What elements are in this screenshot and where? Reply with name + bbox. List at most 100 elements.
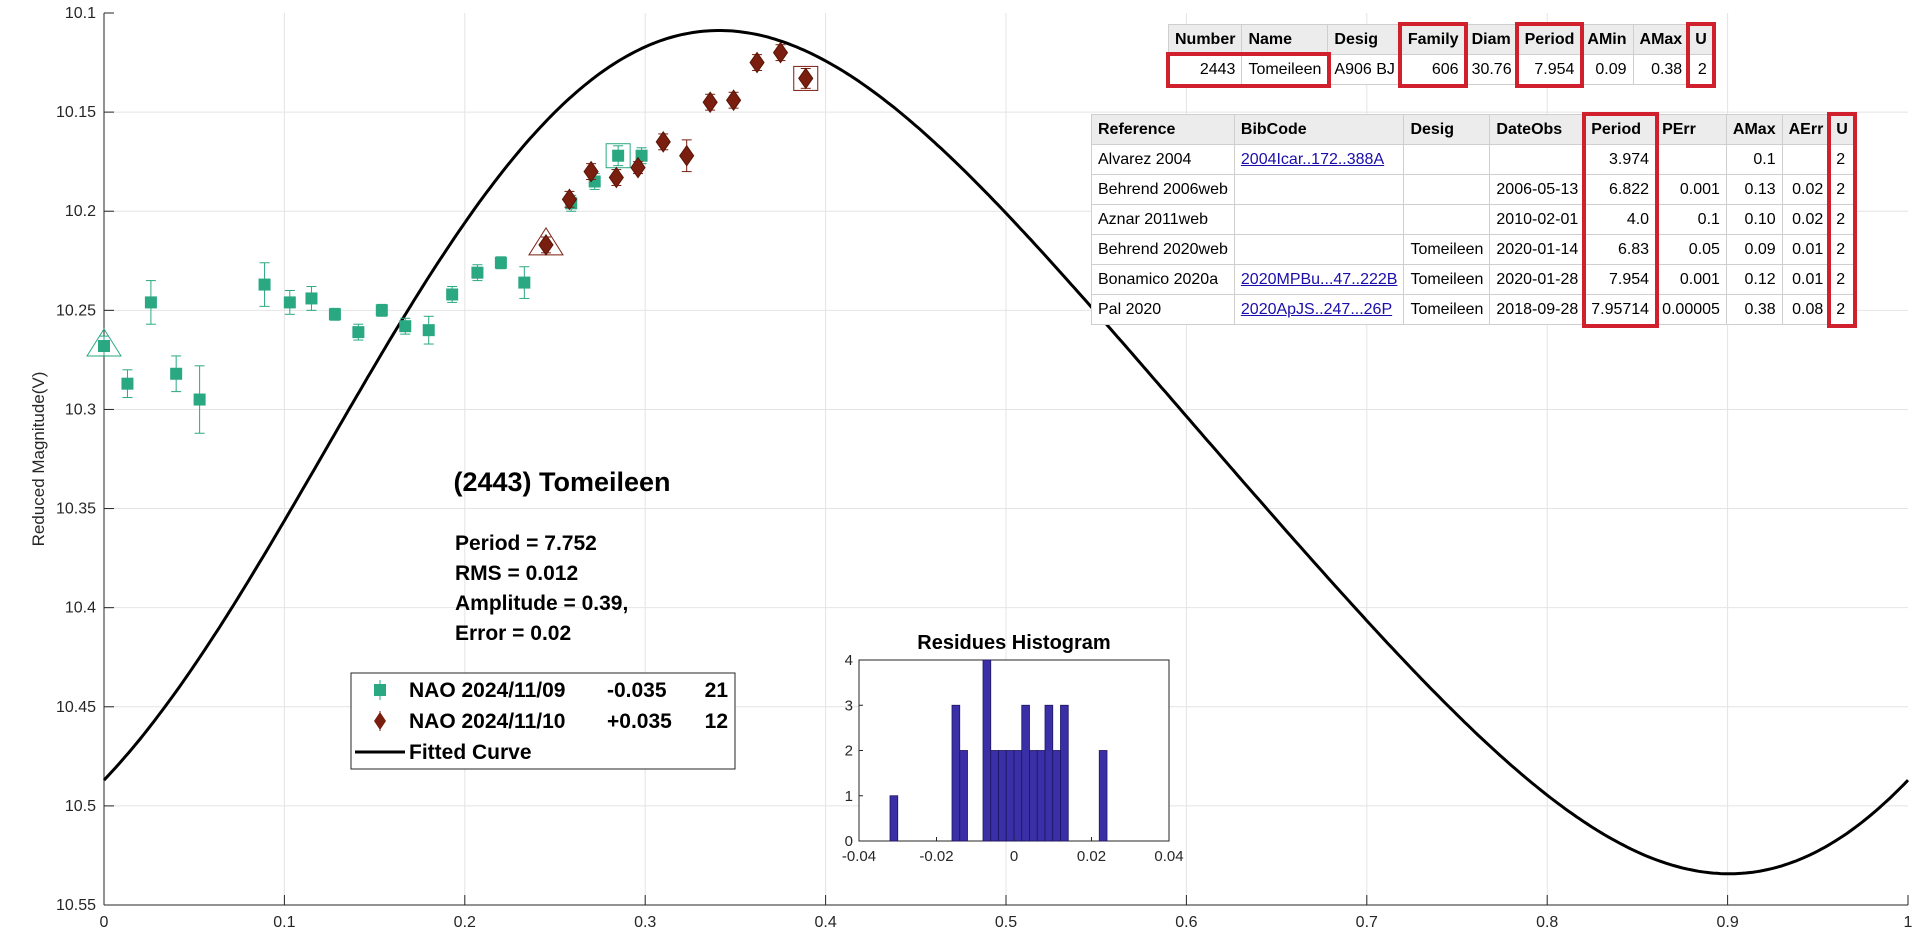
ref-cell-dateobs [1489, 144, 1586, 175]
ref-cell-aerr: 0.02 [1781, 174, 1831, 205]
y-tick-label: 10.55 [56, 897, 96, 914]
summary-col-amax: AMax [1632, 24, 1690, 55]
ref-cell-bibcode[interactable]: 2004Icar..172..388A [1233, 144, 1405, 175]
histogram-bar [959, 750, 968, 842]
reference-row: Bonamico 2020a 2020MPBu...47..222B Tomeile… [1091, 264, 1855, 295]
data-point [121, 377, 134, 390]
ref-cell-perr: 0.001 [1655, 174, 1727, 205]
summary-cell-u: 2 [1688, 54, 1714, 85]
fit-stat: Amplitude = 0.39, [455, 592, 628, 615]
reference-row: Behrend 2020web Tomeileen 2020-01-14 6.83 0.… [1091, 234, 1855, 265]
ref-cell-aerr: 0.08 [1781, 294, 1831, 325]
ref-cell-desig [1403, 204, 1491, 235]
ref-cell-bibcode [1233, 204, 1405, 235]
legend-count: 21 [705, 679, 729, 702]
histogram-bar [1098, 750, 1108, 842]
y-axis-label: Reduced Magnitude(V) [29, 372, 48, 547]
histogram-bar [1044, 704, 1054, 842]
residues-histogram: -0.04 -0.02 0 0.02 0.04 0 1 2 3 4 Residues Histogr… [842, 632, 1184, 865]
fit-stat: Error = 0.02 [455, 622, 571, 645]
ref-cell-reference: Behrend 2020web [1091, 234, 1235, 265]
ref-cell-bibcode[interactable]: 2020ApJS..247...26P [1233, 294, 1405, 325]
ref-cell-dateobs: 2020-01-28 [1489, 264, 1586, 295]
hist-y-tick-label: 4 [845, 652, 853, 669]
ref-cell-desig [1403, 174, 1491, 205]
data-point [749, 51, 765, 74]
ref-cell-bibcode [1233, 174, 1405, 205]
data-point [283, 296, 296, 309]
ref-cell-desig [1403, 144, 1491, 175]
data-point [655, 130, 671, 153]
ref-cell-bibcode[interactable]: 2020MPBu...47..222B [1233, 264, 1405, 295]
legend-offset: -0.035 [607, 679, 667, 702]
summary-cell-amax: 0.38 [1632, 54, 1690, 85]
ref-col-perr: PErr [1655, 114, 1727, 145]
extreme-marker [605, 143, 631, 169]
data-point [399, 320, 412, 333]
chart-title: (2443) Tomeileen [453, 467, 670, 497]
data-point [144, 296, 157, 309]
ref-cell-period: 6.822 [1584, 174, 1657, 205]
extreme-marker [793, 65, 819, 91]
y-tick-label: 10.3 [65, 401, 96, 418]
data-point [446, 288, 459, 301]
histogram-bar [1036, 750, 1046, 842]
y-tick-label: 10.2 [65, 203, 96, 220]
legend-marker [374, 712, 386, 730]
data-point [583, 160, 599, 183]
chart-texts: (2443) Tomeileen Period = 7.752 RMS = 0.01… [453, 467, 670, 645]
histogram-bar [1029, 750, 1038, 842]
ref-cell-bibcode [1233, 234, 1405, 265]
x-tick-label: 0.4 [814, 914, 836, 931]
ref-col-dateobs: DateObs [1489, 114, 1586, 145]
summary-cell-period: 7.954 [1517, 54, 1582, 85]
y-tick-label: 10.15 [56, 104, 96, 121]
ref-cell-amax: 0.13 [1725, 174, 1783, 205]
asteroid-summary-table: Number Name Desig Family Diam Period AMin AMax U… [1167, 24, 1714, 85]
histogram-bar [982, 659, 992, 842]
x-tick-label: 0.5 [995, 914, 1017, 931]
ref-cell-u: 2 [1829, 234, 1855, 265]
histogram-bar [990, 750, 999, 842]
data-point [170, 367, 183, 380]
data-point [608, 166, 624, 189]
summary-col-period: Period [1517, 24, 1582, 55]
x-tick-label: 0.8 [1536, 914, 1558, 931]
ref-cell-u: 2 [1829, 264, 1855, 295]
legend-count: 12 [705, 710, 728, 733]
histogram-bar [1060, 704, 1069, 842]
ref-cell-reference: Pal 2020 [1091, 294, 1235, 325]
x-tick-label: 0.6 [1175, 914, 1197, 931]
data-point [375, 304, 388, 317]
summary-cell-desig: A906 BJ [1327, 54, 1402, 85]
ref-cell-perr: 0.001 [1655, 264, 1727, 295]
ref-cell-dateobs: 2018-09-28 [1489, 294, 1586, 325]
axes: 0 0.1 0.2 0.3 0.4 0.5 0.6 0.7 0.8 0.9 110.110.1510… [29, 5, 1913, 936]
ref-cell-amax: 0.09 [1725, 234, 1783, 265]
data-point [471, 266, 484, 279]
ref-cell-u: 2 [1829, 144, 1855, 175]
summary-col-name: Name [1241, 24, 1329, 55]
ref-cell-aerr [1781, 144, 1831, 175]
data-point [494, 256, 507, 269]
data-point [98, 340, 110, 353]
ref-cell-dateobs: 2010-02-01 [1489, 204, 1586, 235]
summary-col-family: Family [1400, 24, 1466, 55]
summary-cell-name: Tomeileen [1241, 54, 1329, 85]
ref-cell-aerr: 0.01 [1781, 264, 1831, 295]
hist-x-tick-label: 0 [1010, 848, 1018, 865]
histogram-bar [951, 704, 961, 842]
x-tick-label: 0.2 [454, 914, 476, 931]
x-tick-label: 1 [1904, 914, 1913, 931]
data-point [798, 67, 814, 90]
x-tick-label: 0.3 [634, 914, 656, 931]
hist-y-tick-label: 0 [845, 833, 853, 850]
data-point [561, 188, 578, 211]
y-tick-label: 10.4 [65, 600, 96, 617]
ref-cell-desig: Tomeileen [1403, 264, 1491, 295]
reference-row: Aznar 2011web 2010-02-01 4.0 0.1 0.10 0.02 2 [1091, 204, 1855, 235]
summary-col-diam: Diam [1464, 24, 1519, 55]
ref-cell-desig: Tomeileen [1403, 234, 1491, 265]
hist-x-tick-label: -0.04 [842, 848, 876, 865]
ref-col-reference: Reference [1091, 114, 1235, 145]
